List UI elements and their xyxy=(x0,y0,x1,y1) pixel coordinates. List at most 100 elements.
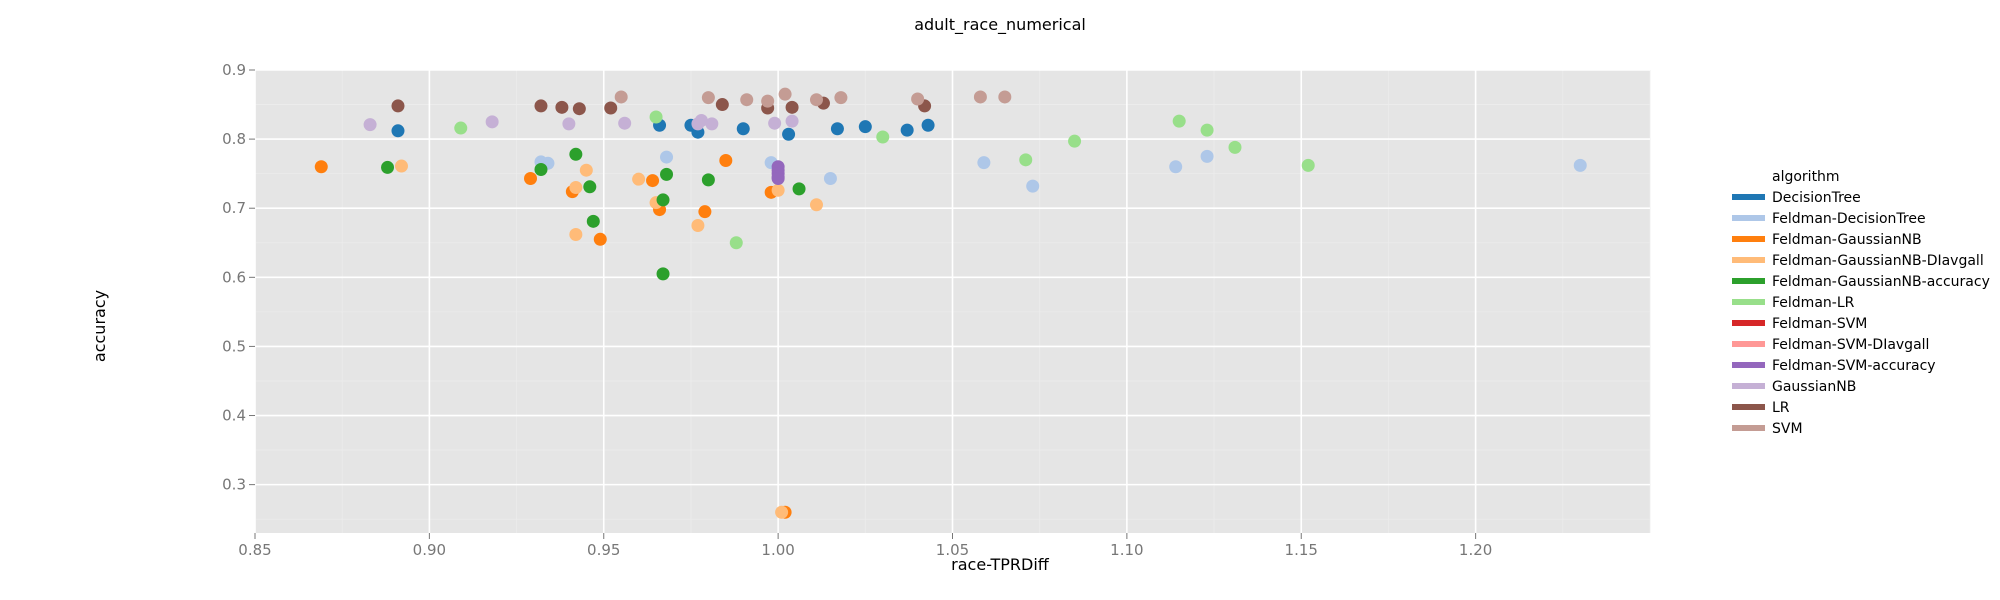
data-point xyxy=(715,98,729,112)
data-point xyxy=(569,227,583,241)
legend-label: GaussianNB xyxy=(1772,379,1856,395)
data-point xyxy=(973,90,987,104)
data-point xyxy=(998,90,1012,104)
legend-swatch xyxy=(1732,236,1765,242)
x-tick-label: 1.10 xyxy=(1110,541,1143,559)
data-point xyxy=(1068,134,1082,148)
data-point xyxy=(834,91,848,105)
data-point xyxy=(454,121,468,135)
legend-label: Feldman-GaussianNB-accuracy xyxy=(1772,274,1990,290)
data-point xyxy=(771,171,785,185)
data-point xyxy=(569,147,583,161)
legend-swatch xyxy=(1732,404,1765,410)
data-point xyxy=(656,267,670,281)
data-point xyxy=(534,99,548,113)
legend-label: Feldman-DecisionTree xyxy=(1772,211,1926,227)
legend-swatch xyxy=(1732,299,1765,305)
data-point xyxy=(381,160,395,174)
data-point xyxy=(391,124,405,138)
data-point xyxy=(729,236,743,250)
data-point xyxy=(485,115,499,129)
data-point xyxy=(614,90,628,104)
data-point xyxy=(579,163,593,177)
y-tick-label: 0.7 xyxy=(222,199,246,217)
axes: 0.85 0.90 0.95 1.00 1.05 1.10 1.15 1.20 0.3 0.4 0.… xyxy=(222,61,1492,559)
data-point xyxy=(876,130,890,144)
legend-swatch xyxy=(1732,425,1765,431)
data-point xyxy=(534,163,548,177)
legend-label: DecisionTree xyxy=(1772,190,1861,206)
data-point xyxy=(911,92,925,106)
data-point xyxy=(1573,158,1587,172)
data-point xyxy=(719,154,733,168)
data-point xyxy=(1169,160,1183,174)
data-point xyxy=(782,127,796,141)
legend-title: algorithm xyxy=(1772,169,1840,185)
data-point xyxy=(1200,123,1214,137)
y-tick-label: 0.6 xyxy=(222,268,246,286)
data-point xyxy=(555,100,569,114)
data-point xyxy=(701,173,715,187)
x-tick-label: 1.20 xyxy=(1459,541,1492,559)
data-point xyxy=(823,171,837,185)
data-point xyxy=(660,167,674,181)
legend-swatch xyxy=(1732,278,1765,284)
data-point xyxy=(809,198,823,212)
data-point xyxy=(977,156,991,170)
data-point xyxy=(1019,153,1033,167)
legend-label: LR xyxy=(1772,400,1790,416)
data-point xyxy=(694,113,708,127)
chart-title: adult_race_numerical xyxy=(914,15,1086,35)
data-point xyxy=(698,205,712,219)
data-point xyxy=(649,110,663,124)
data-point xyxy=(569,180,583,194)
data-point xyxy=(646,174,660,188)
x-axis-label: race-TPRDiff xyxy=(951,555,1050,574)
data-point xyxy=(363,118,377,132)
data-point xyxy=(778,87,792,101)
data-point xyxy=(391,99,405,113)
legend-label: Feldman-SVM-DIavgall xyxy=(1772,337,1929,353)
legend: algorithm DecisionTree Feldman-DecisionTr… xyxy=(1732,169,1990,437)
data-point xyxy=(586,214,600,228)
y-tick-label: 0.4 xyxy=(222,407,246,425)
data-point xyxy=(785,100,799,114)
data-point xyxy=(1172,114,1186,128)
legend-label: SVM xyxy=(1772,421,1803,437)
y-tick-label: 0.8 xyxy=(222,130,246,148)
data-point xyxy=(740,93,754,107)
data-point xyxy=(1200,149,1214,163)
data-point xyxy=(830,122,844,136)
y-axis-label: accuracy xyxy=(90,290,109,362)
data-point xyxy=(761,94,775,108)
legend-label: Feldman-LR xyxy=(1772,295,1855,311)
data-point xyxy=(705,117,719,131)
data-point xyxy=(593,232,607,246)
data-point xyxy=(858,120,872,134)
legend-label: Feldman-GaussianNB-DIavgall xyxy=(1772,253,1984,269)
data-point xyxy=(792,182,806,196)
y-tick-label: 0.5 xyxy=(222,337,246,355)
grid-lines xyxy=(254,69,1651,533)
legend-swatch xyxy=(1732,362,1765,368)
legend-swatch xyxy=(1732,215,1765,221)
legend-swatch xyxy=(1732,383,1765,389)
legend-label: Feldman-SVM-accuracy xyxy=(1772,358,1936,374)
data-point xyxy=(562,117,576,131)
y-tick-label: 0.9 xyxy=(222,61,246,79)
legend-swatch xyxy=(1732,257,1765,263)
legend-label: Feldman-GaussianNB xyxy=(1772,232,1922,248)
data-point xyxy=(736,122,750,136)
data-point xyxy=(809,93,823,107)
data-points xyxy=(314,87,1587,519)
data-point xyxy=(771,183,785,197)
data-point xyxy=(785,114,799,128)
data-point xyxy=(768,116,782,130)
x-tick-label: 0.95 xyxy=(587,541,620,559)
data-point xyxy=(921,118,935,132)
data-point xyxy=(1026,179,1040,193)
x-tick-label: 1.00 xyxy=(761,541,794,559)
data-point xyxy=(1228,140,1242,154)
y-tick-label: 0.3 xyxy=(222,476,246,494)
